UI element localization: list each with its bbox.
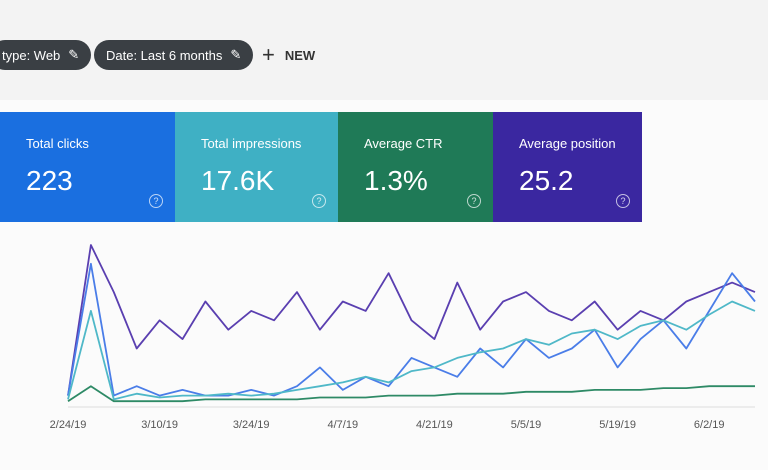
metric-card[interactable]: Total clicks 223? — [0, 112, 175, 222]
new-filter-text: NEW — [284, 47, 316, 63]
metric-label: Average position — [519, 136, 616, 151]
type-filter-chip[interactable]: type: Web ✎ — [0, 40, 92, 70]
type-filter-text: type: Web — [2, 47, 61, 63]
help-icon[interactable]: ? — [312, 194, 326, 208]
metric-cards: Total clicks 223? Total impressions 17.6K? A… — [0, 112, 642, 222]
help-icon[interactable]: ? — [616, 194, 630, 208]
metric-value: 223 — [26, 165, 73, 196]
metric-value: 1.3% — [364, 165, 428, 196]
edit-icon: ✎ — [68, 47, 80, 62]
help-icon[interactable]: ? — [467, 194, 481, 208]
date-filter-chip[interactable]: Date: Last 6 months ✎ — [94, 40, 254, 70]
date-filter-text: Date: Last 6 months — [106, 47, 223, 63]
metric-value: 17.6K — [201, 165, 275, 196]
metric-label: Total impressions — [201, 136, 302, 151]
metric-value: 25.2 — [519, 165, 574, 196]
metric-label: Average CTR — [364, 136, 443, 151]
metric-card[interactable]: Average CTR 1.3%? — [338, 112, 493, 222]
metric-label: Total clicks — [26, 136, 89, 151]
metric-card[interactable]: Average position 25.2? — [493, 112, 642, 222]
edit-icon: ✎ — [230, 47, 242, 62]
plus-icon: + — [262, 42, 275, 67]
help-icon[interactable]: ? — [149, 194, 163, 208]
filter-bar: type: Web ✎ Date: Last 6 months ✎ + NEW — [0, 0, 768, 101]
metric-card[interactable]: Total impressions 17.6K? — [175, 112, 338, 222]
new-filter-button[interactable]: + NEW — [262, 44, 315, 66]
